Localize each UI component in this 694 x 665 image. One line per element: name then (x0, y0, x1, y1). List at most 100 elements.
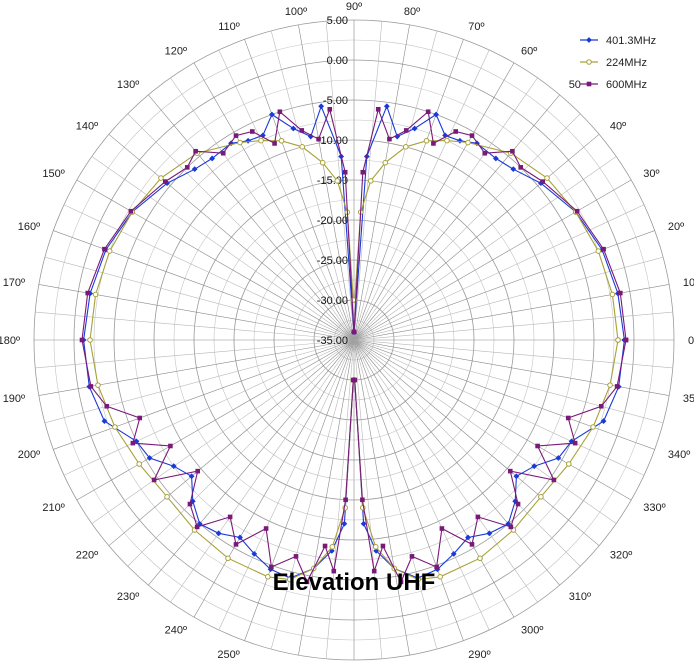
data-point (191, 166, 198, 173)
radial-tick-label: -25.00 (317, 255, 348, 267)
data-point (411, 125, 418, 132)
data-point (304, 579, 310, 585)
data-point (233, 133, 239, 138)
grid-spoke (353, 113, 581, 341)
data-point (258, 137, 264, 144)
data-point (371, 568, 377, 574)
angular-tick-label: 290º (468, 649, 490, 661)
grid-spoke (353, 156, 617, 341)
data-point (450, 550, 457, 557)
angular-tick-label: 280º (401, 664, 423, 665)
grid-spoke (353, 339, 645, 476)
data-point (457, 137, 463, 144)
grid-spoke (91, 339, 355, 524)
data-point (318, 103, 325, 110)
data-point (574, 208, 580, 214)
data-point (272, 141, 277, 146)
data-point (586, 81, 592, 87)
data-point (598, 403, 604, 409)
series-600MHz (79, 106, 629, 585)
data-point (617, 290, 623, 296)
data-point (513, 473, 520, 480)
angular-tick-label: 20º (668, 221, 684, 233)
grid-spoke (353, 134, 600, 341)
grid-spoke (353, 339, 560, 586)
data-point (601, 246, 606, 252)
data-point (360, 520, 367, 527)
data-point (112, 424, 118, 430)
grid-spoke (325, 339, 355, 659)
data-point (409, 554, 415, 559)
grid-spoke (298, 339, 355, 656)
grid-spoke (353, 311, 673, 341)
data-point (331, 568, 337, 574)
angular-tick-label: 90º (346, 1, 362, 13)
grid-spoke (353, 339, 490, 631)
data-point (565, 461, 572, 467)
data-point (352, 377, 357, 383)
data-point (367, 178, 374, 184)
angular-tick-label: 240º (165, 624, 187, 636)
grid-spoke (353, 339, 538, 603)
angular-tick-label: 320º (610, 550, 632, 562)
data-point (572, 440, 578, 446)
angular-tick-label: 340º (668, 449, 690, 461)
grid-spoke (353, 339, 673, 369)
data-point (475, 514, 481, 520)
data-point (92, 291, 99, 298)
grid-spoke (35, 339, 355, 369)
radial-tick-label: 0.00 (327, 55, 348, 67)
data-point (507, 468, 513, 474)
data-point (136, 461, 143, 467)
data-point (510, 148, 515, 154)
data-point (290, 125, 297, 132)
grid-spoke (244, 39, 355, 341)
data-point (415, 576, 421, 583)
data-point (482, 150, 488, 156)
data-point (387, 136, 392, 142)
data-point (586, 59, 592, 65)
data-point (518, 165, 524, 170)
data-point (87, 337, 93, 343)
data-point (137, 415, 143, 421)
grid-spoke (76, 179, 355, 341)
angular-tick-label: 30º (643, 168, 659, 180)
angular-grid-spokes (34, 20, 674, 660)
angular-tick-label: 260º (285, 664, 307, 665)
grid-spoke (108, 339, 355, 546)
data-point (220, 150, 226, 156)
data-point (227, 514, 233, 520)
data-point (595, 248, 602, 254)
angular-tick-label: 110º (218, 21, 240, 33)
data-point (398, 579, 404, 585)
data-point (403, 128, 409, 133)
legend-item: 401.3MHz (580, 35, 656, 47)
grid-spoke (353, 339, 464, 641)
data-point (251, 550, 258, 557)
data-point (299, 128, 305, 133)
angular-tick-label: 0º (688, 335, 694, 347)
grid-spoke (218, 339, 355, 631)
data-point (158, 175, 164, 181)
data-point (263, 526, 269, 531)
data-point (95, 382, 101, 388)
data-point (195, 468, 201, 474)
angular-tick-label: 300º (521, 624, 543, 636)
data-point (486, 530, 493, 537)
data-point (187, 501, 193, 507)
angular-tick-label: 70º (468, 21, 484, 33)
grid-spoke (353, 179, 632, 341)
grid-spoke (353, 24, 410, 341)
grid-spoke (353, 339, 410, 656)
grid-spoke (353, 39, 464, 341)
data-point (609, 291, 616, 298)
grid-spoke (353, 339, 438, 650)
data-point (299, 144, 306, 150)
grid-spoke (218, 49, 355, 341)
data-point (293, 554, 299, 559)
data-point (607, 382, 613, 388)
grid-spoke (353, 339, 383, 659)
data-point (439, 526, 445, 531)
grid-spoke (91, 156, 355, 341)
data-point (269, 564, 274, 570)
